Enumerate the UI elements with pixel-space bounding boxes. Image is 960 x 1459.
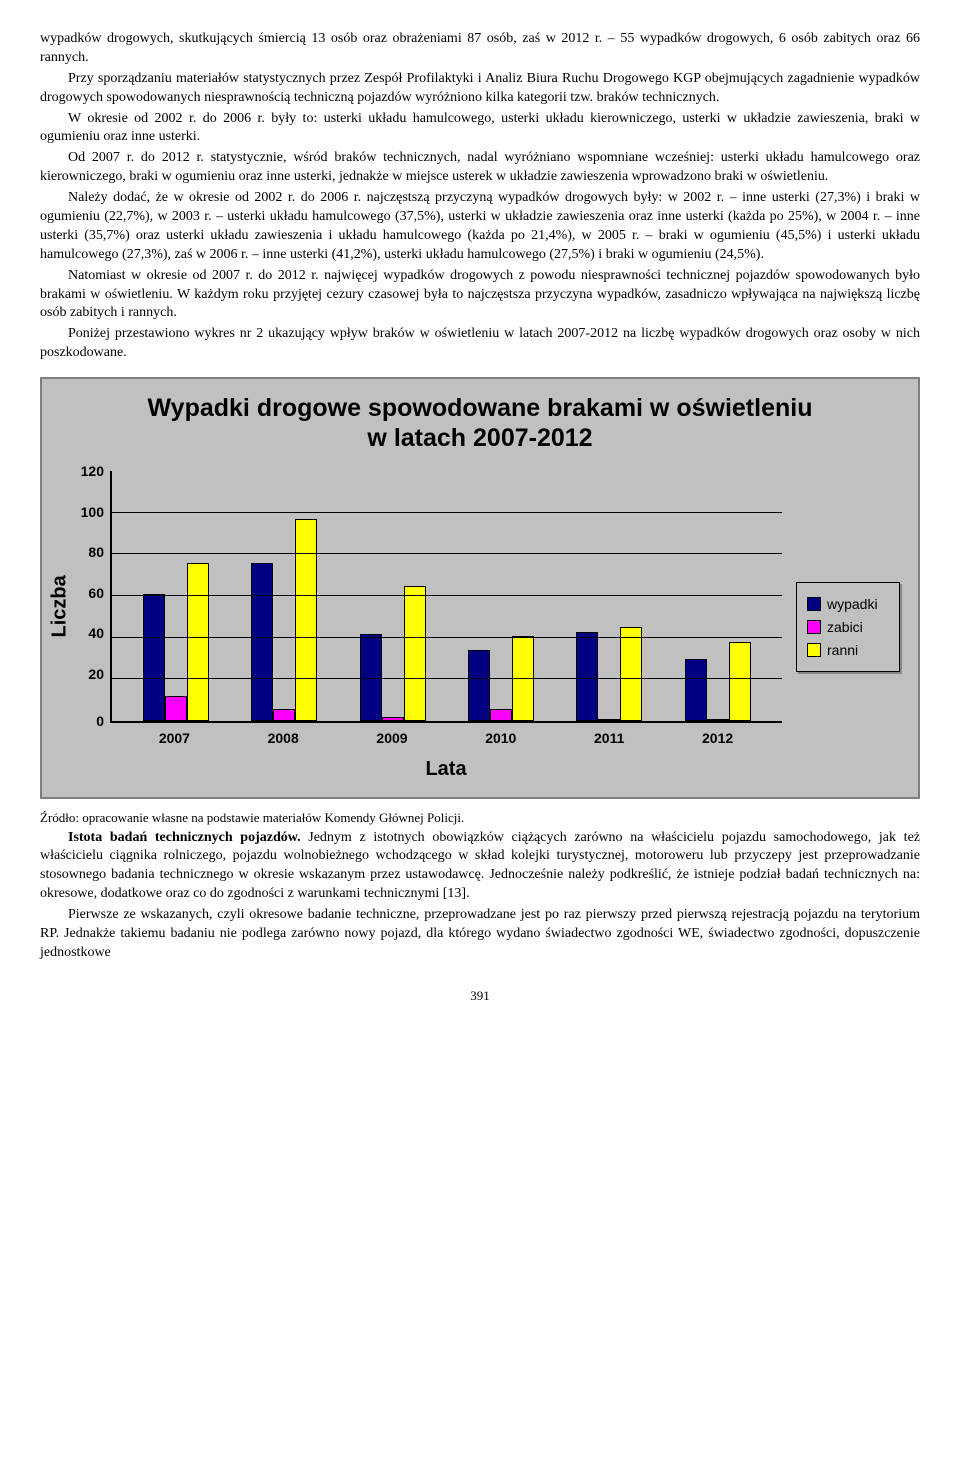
bar-ranni [404, 586, 426, 721]
bar-zabici [273, 709, 295, 722]
y-ticks: 120100806040200 [70, 471, 110, 721]
x-ticks: 2007 2008 2009 2010 2011 2012 [110, 723, 782, 748]
bar-group [468, 471, 534, 721]
paragraph-7: Poniżej przestawiono wykres nr 2 ukazują… [40, 325, 920, 363]
paragraph-8-bold: Istota badań technicznych pojazdów. [68, 830, 301, 845]
paragraph-1: wypadków drogowych, skutkujących śmierci… [40, 30, 920, 68]
x-tick: 2008 [268, 729, 299, 748]
bar-wypadki [143, 594, 165, 721]
bar-wypadki [360, 634, 382, 722]
page-number: 391 [40, 987, 920, 1005]
y-tick: 120 [70, 464, 104, 478]
gridline [112, 553, 782, 554]
bar-group [360, 471, 426, 721]
legend-item-ranni: ranni [807, 641, 889, 660]
legend-swatch [807, 643, 821, 657]
bar-wypadki [251, 563, 273, 721]
legend-label: wypadki [827, 595, 878, 614]
y-tick: 100 [70, 505, 104, 519]
y-axis-label: Liczba [47, 617, 74, 637]
chart-container: Wypadki drogowe spowodowane brakami w oś… [40, 377, 920, 799]
paragraph-9: Pierwsze ze wskazanych, czyli okresowe b… [40, 906, 920, 963]
paragraph-6: Natomiast w okresie od 2007 r. do 2012 r… [40, 267, 920, 324]
bar-wypadki [468, 650, 490, 721]
bar-group [251, 471, 317, 721]
bar-group [685, 471, 751, 721]
bar-zabici [490, 709, 512, 722]
paragraph-2: Przy sporządzaniu materiałów statystyczn… [40, 70, 920, 108]
bar-zabici [165, 696, 187, 721]
x-axis-label: Lata [110, 756, 782, 783]
paragraph-8: Istota badań technicznych pojazdów. Jedn… [40, 829, 920, 905]
bar-ranni [620, 627, 642, 721]
gridline [112, 595, 782, 596]
paragraph-5: Należy dodać, że w okresie od 2002 r. do… [40, 189, 920, 265]
y-tick: 80 [70, 545, 104, 559]
bar-group [576, 471, 642, 721]
gridline [112, 637, 782, 638]
bar-zabici [382, 717, 404, 721]
legend-swatch [807, 597, 821, 611]
bar-wypadki [685, 659, 707, 722]
gridline [112, 512, 782, 513]
x-tick: 2012 [702, 729, 733, 748]
bar-ranni [295, 519, 317, 721]
bar-ranni [187, 563, 209, 721]
legend-label: zabici [827, 618, 863, 637]
y-tick: 40 [70, 626, 104, 640]
bar-ranni [729, 642, 751, 721]
legend-item-zabici: zabici [807, 618, 889, 637]
chart-title: Wypadki drogowe spowodowane brakami w oś… [60, 393, 900, 453]
bar-wypadki [576, 632, 598, 722]
bar-group [143, 471, 209, 721]
y-tick: 0 [70, 714, 104, 728]
chart-legend: wypadki zabici ranni [796, 582, 900, 673]
bar-zabici [598, 719, 620, 721]
x-tick: 2011 [594, 729, 624, 748]
plot-area [110, 471, 782, 723]
legend-item-wypadki: wypadki [807, 595, 889, 614]
chart-title-line2: w latach 2007-2012 [367, 424, 592, 452]
x-tick: 2007 [159, 729, 190, 748]
paragraph-4: Od 2007 r. do 2012 r. statystycznie, wśr… [40, 149, 920, 187]
y-tick: 20 [70, 667, 104, 681]
x-tick: 2009 [376, 729, 407, 748]
y-tick: 60 [70, 586, 104, 600]
x-tick: 2010 [485, 729, 516, 748]
paragraph-3: W okresie od 2002 r. do 2006 r. były to:… [40, 110, 920, 148]
legend-swatch [807, 620, 821, 634]
legend-label: ranni [827, 641, 858, 660]
bar-zabici [707, 719, 729, 721]
chart-title-line1: Wypadki drogowe spowodowane brakami w oś… [148, 394, 813, 422]
gridline [112, 678, 782, 679]
chart-source: Źródło: opracowanie własne na podstawie … [40, 809, 920, 827]
